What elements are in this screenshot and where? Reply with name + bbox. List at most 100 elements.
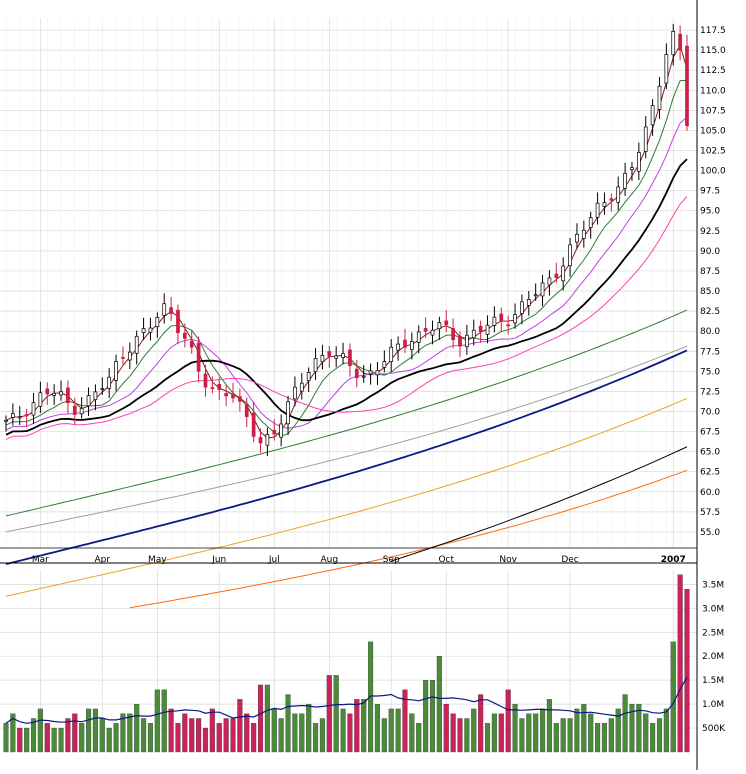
price-candle	[636, 152, 641, 172]
volume-bars	[3, 574, 690, 753]
volume-bar	[643, 713, 649, 753]
volume-bar	[368, 641, 374, 753]
price-candle	[389, 346, 394, 362]
volume-bar	[656, 718, 663, 753]
price-candle	[609, 198, 614, 201]
month-label: Dec	[561, 555, 578, 565]
volume-bar	[99, 718, 105, 753]
volume-bar	[491, 713, 497, 753]
moving-average-line	[5, 397, 688, 597]
price-candle	[430, 329, 435, 336]
price-tick-label: 90.0	[700, 247, 720, 257]
volume-bar	[147, 723, 154, 753]
volume-bar	[354, 699, 360, 753]
volume-bar	[629, 703, 635, 753]
price-candle	[244, 404, 249, 417]
volume-bar	[154, 689, 160, 753]
price-candle	[671, 30, 676, 56]
price-tick-label: 112.5	[700, 66, 726, 76]
price-tick-label: 110.0	[700, 86, 726, 96]
price-tick-label: 57.5	[700, 508, 720, 518]
moving-average-line	[129, 469, 688, 609]
price-candle	[210, 387, 215, 389]
price-tick-label: 70.0	[700, 407, 720, 417]
price-candle	[540, 282, 545, 297]
price-candle	[506, 324, 511, 327]
price-tick-label: 95.0	[700, 207, 720, 217]
month-label: May	[148, 555, 167, 565]
volume-bar	[677, 574, 683, 753]
volume-bar	[546, 699, 552, 753]
price-candle	[423, 328, 428, 332]
moving-averages	[5, 44, 688, 609]
price-candle	[72, 405, 77, 415]
volume-bar	[189, 718, 195, 753]
volume-bar	[471, 708, 477, 753]
volume-bar	[539, 708, 546, 753]
price-candle	[121, 357, 125, 359]
price-candle	[17, 416, 22, 419]
volume-bar	[3, 723, 9, 753]
price-tick-label: 87.5	[700, 267, 720, 277]
price-candle	[293, 386, 297, 400]
price-candle	[196, 342, 201, 372]
price-tick-label: 115.0	[700, 46, 726, 56]
price-bars	[4, 24, 689, 457]
price-tick-label: 72.5	[700, 387, 720, 397]
volume-bar	[416, 723, 422, 753]
price-candle	[141, 328, 146, 334]
price-candle	[320, 355, 325, 363]
volume-bar	[333, 675, 339, 753]
volume-bar	[429, 680, 436, 753]
moving-average-line	[391, 446, 688, 562]
price-candle	[107, 376, 112, 389]
price-candle	[492, 316, 497, 326]
price-candle	[513, 314, 517, 324]
price-candle	[272, 430, 277, 435]
volume-bar	[588, 713, 594, 753]
price-candle	[499, 313, 504, 322]
price-candle	[66, 387, 70, 404]
volume-bar	[24, 727, 30, 753]
volume-bar	[299, 713, 305, 753]
volume-tick-label: 1.5M	[702, 676, 724, 686]
volume-tick-label: 2.5M	[702, 628, 724, 638]
volume-bar	[141, 718, 147, 753]
volume-bar	[182, 713, 188, 753]
month-label: Aug	[321, 555, 339, 565]
price-candle	[685, 45, 689, 127]
price-tick-label: 107.5	[700, 106, 726, 116]
volume-bar	[670, 641, 676, 753]
price-candle	[11, 413, 15, 418]
price-candle	[561, 265, 566, 282]
price-candle	[31, 402, 36, 416]
volume-bar	[650, 723, 656, 753]
volume-bar	[223, 718, 229, 753]
price-candle	[409, 341, 414, 350]
price-candle	[664, 54, 669, 84]
price-candle	[251, 412, 256, 437]
price-candle	[127, 351, 132, 361]
volume-bar	[196, 718, 202, 753]
price-candle	[169, 307, 173, 314]
volume-bar	[608, 718, 614, 753]
volume-moving-average	[5, 677, 688, 724]
price-candle	[437, 322, 442, 330]
price-candle	[162, 303, 167, 316]
price-candle	[581, 229, 586, 239]
price-tick-label: 105.0	[700, 126, 726, 136]
price-candle	[368, 370, 373, 375]
volume-bar	[340, 708, 346, 753]
price-candle	[114, 361, 118, 381]
price-tick-label: 102.5	[700, 147, 726, 157]
price-candle	[444, 320, 449, 325]
price-candle	[182, 332, 187, 339]
volume-bar	[601, 723, 608, 753]
price-candle	[231, 393, 235, 399]
price-candle	[299, 382, 304, 392]
volume-bar	[278, 718, 284, 753]
price-candle	[451, 328, 455, 341]
price-candle	[134, 335, 139, 354]
volume-bar	[512, 703, 518, 753]
